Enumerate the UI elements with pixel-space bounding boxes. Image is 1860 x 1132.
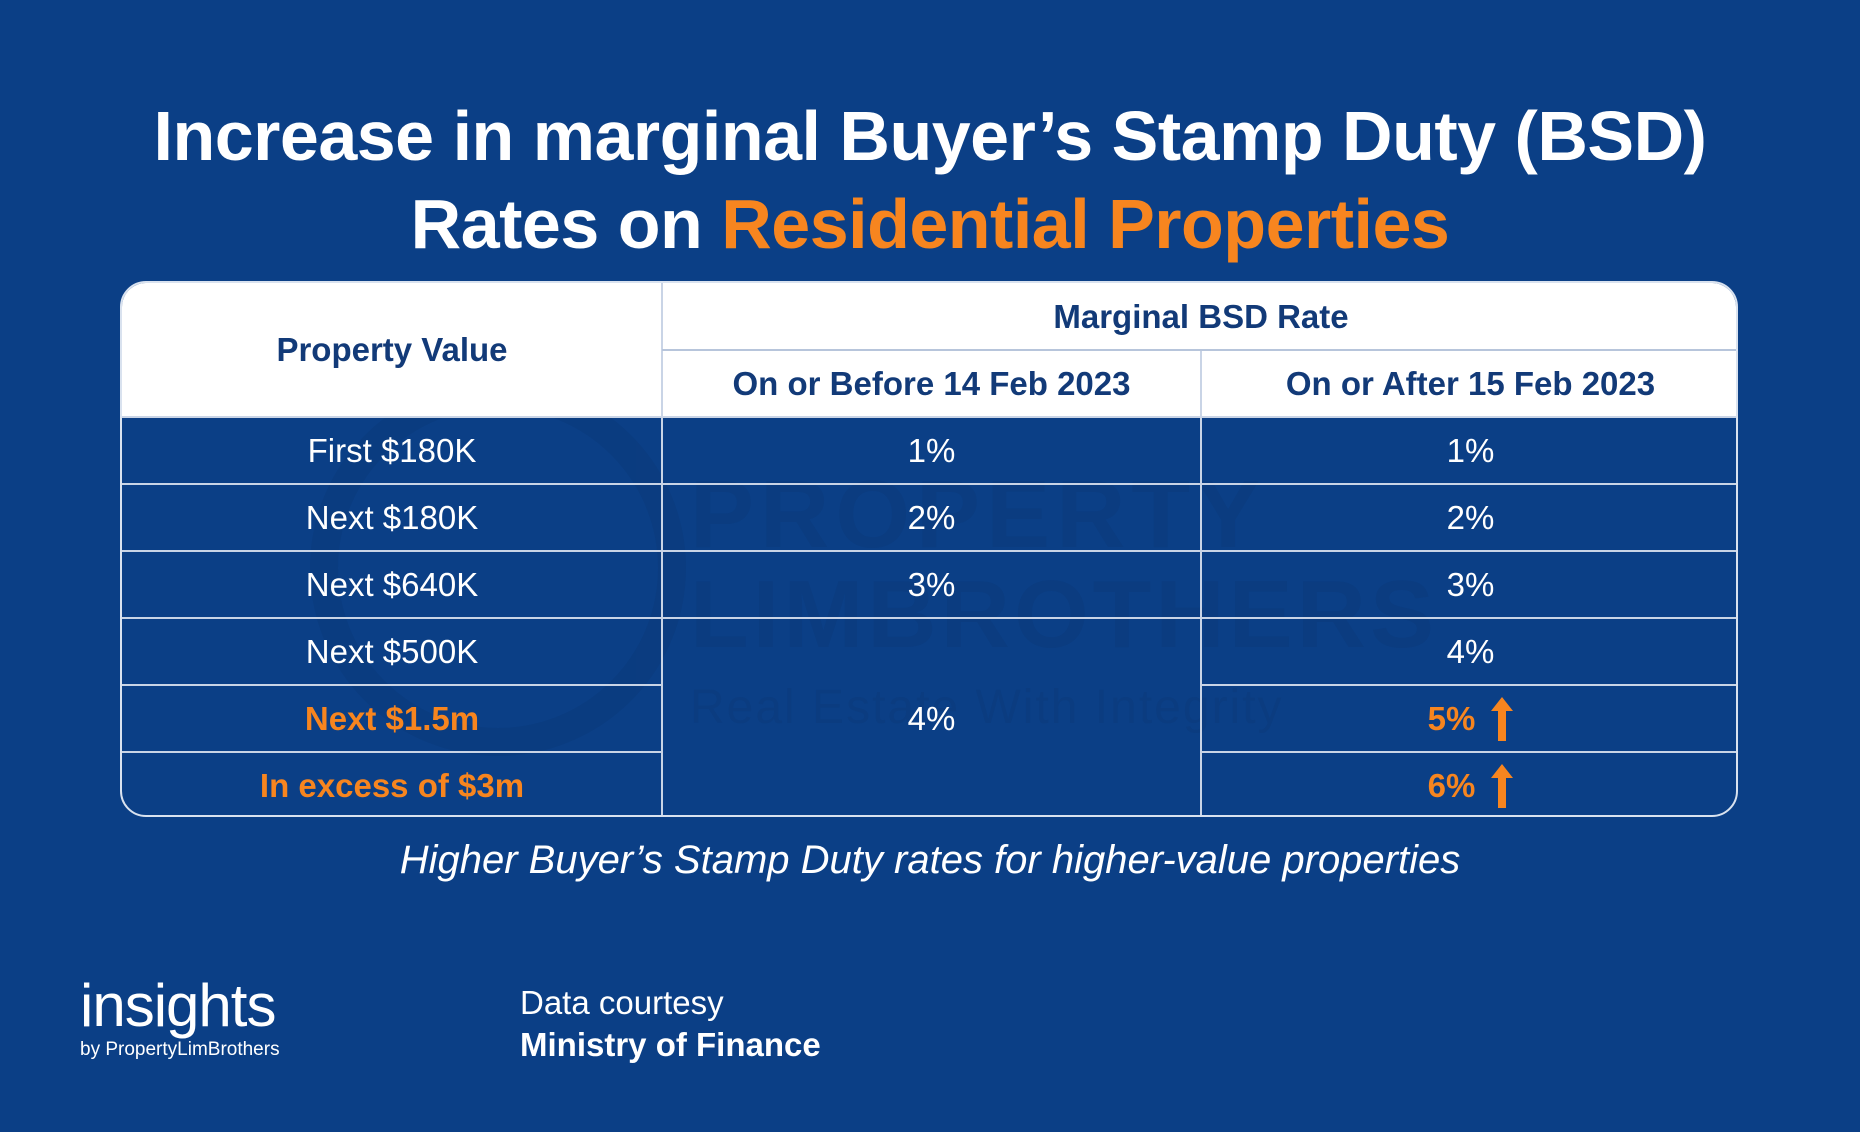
title-line-2-accent: Residential Properties: [721, 185, 1450, 263]
divider-vertical-2: [1200, 350, 1202, 815]
row-divider: [122, 483, 1736, 485]
row-3-before-rate: 3%: [907, 565, 956, 603]
row-1-property-value: First $180K: [307, 431, 477, 469]
row-6-after-rate: 6%: [1201, 752, 1736, 815]
row-divider: [122, 416, 1736, 418]
row-4-property-value: Next $500K: [305, 632, 479, 670]
divider-vertical-1: [661, 283, 663, 815]
row-divider: [1201, 751, 1736, 753]
header-marginal-bsd-rate: Marginal BSD Rate: [662, 283, 1736, 350]
row-divider: [1201, 684, 1736, 686]
data-credit: Data courtesy Ministry of Finance: [520, 982, 821, 1066]
row-5-after-rate-value: 5%: [1427, 699, 1476, 737]
divider-header: [662, 349, 1736, 351]
row-1-before-rate: 1%: [907, 431, 956, 469]
title-line-2-prefix: Rates on: [410, 185, 722, 263]
credit-label: Data courtesy: [520, 984, 724, 1021]
row-6-property-value: In excess of $3m: [259, 766, 525, 804]
row-5-after-rate: 5%: [1201, 685, 1736, 752]
row-2-property-value: Next $180K: [305, 498, 479, 536]
increase-arrow-icon: [1491, 763, 1514, 808]
row-3-after-rate: 3%: [1201, 551, 1736, 618]
merged-before-rate: 4%: [907, 699, 956, 737]
row-1-after-rate-value: 1%: [1446, 431, 1495, 469]
row-divider: [122, 617, 1736, 619]
row-divider: [122, 550, 1736, 552]
row-3-property-value: Next $640K: [305, 565, 479, 603]
logo-sub: by PropertyLimBrothers: [80, 1039, 280, 1060]
header-before-date: On or Before 14 Feb 2023: [662, 350, 1201, 417]
row-5-property-value: Next $1.5m: [304, 699, 480, 737]
bsd-rate-table: Property Value Marginal BSD Rate On or B…: [120, 281, 1738, 817]
row-2-after-rate-value: 2%: [1446, 498, 1495, 536]
row-4-after-rate-value: 4%: [1446, 632, 1495, 670]
row-2-before-rate: 2%: [907, 498, 956, 536]
title-line-2: Rates on Residential Properties: [0, 180, 1860, 268]
logo-main: insights: [80, 972, 276, 1039]
table-caption: Higher Buyer’s Stamp Duty rates for high…: [399, 838, 1461, 882]
title-line-1: Increase in marginal Buyer’s Stamp Duty …: [153, 97, 1707, 175]
credit-source: Ministry of Finance: [520, 1026, 821, 1063]
row-6-after-rate-value: 6%: [1427, 766, 1476, 804]
insights-logo: insights by PropertyLimBrothers: [80, 975, 280, 1061]
page-title: Increase in marginal Buyer’s Stamp Duty …: [0, 92, 1860, 268]
row-1-after-rate: 1%: [1201, 417, 1736, 484]
row-3-after-rate-value: 3%: [1446, 565, 1495, 603]
header-after-date: On or After 15 Feb 2023: [1201, 350, 1736, 417]
row-divider: [122, 684, 662, 686]
increase-arrow-icon: [1491, 696, 1514, 741]
row-divider: [122, 751, 662, 753]
row-4-after-rate: 4%: [1201, 618, 1736, 685]
header-property-value: Property Value: [122, 283, 662, 417]
row-2-after-rate: 2%: [1201, 484, 1736, 551]
